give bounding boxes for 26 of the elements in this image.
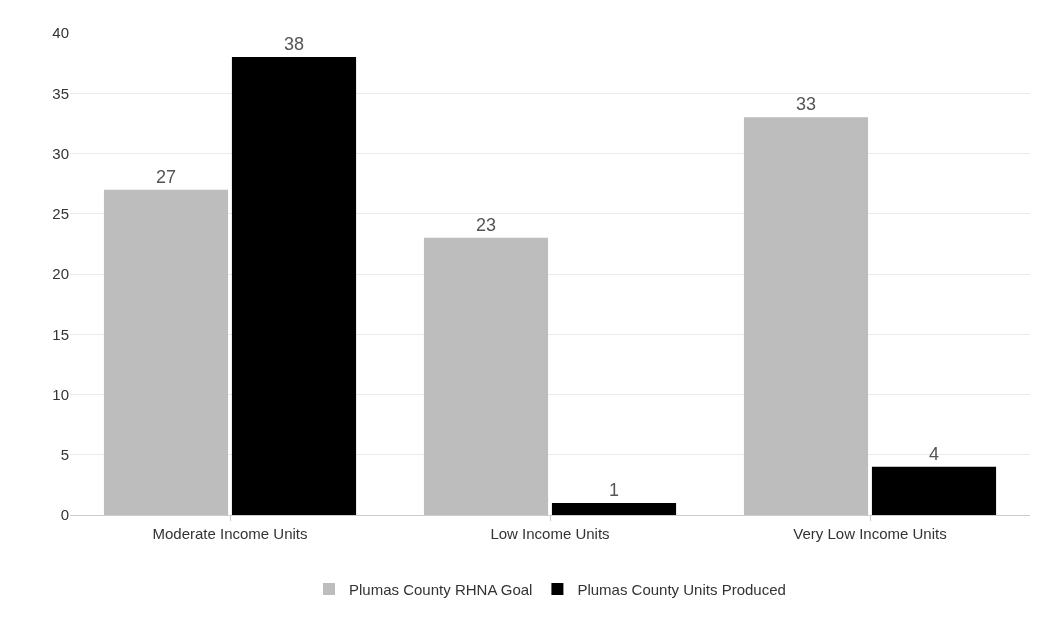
data-label: 4: [928, 443, 940, 464]
y-tick-label: 40: [52, 24, 69, 42]
bar: [871, 466, 997, 515]
legend-label: Plumas County RHNA Goal: [349, 580, 533, 598]
y-tick-label: 15: [52, 325, 69, 343]
data-label: 38: [283, 34, 305, 55]
bar: [423, 237, 549, 515]
y-tick-label: 5: [60, 446, 69, 463]
x-tick-label: Moderate Income Units: [152, 525, 308, 542]
data-label: 33: [795, 94, 817, 115]
y-tick-label: 20: [52, 265, 69, 283]
data-label: 1: [608, 479, 620, 500]
legend-label: Plumas County Units Produced: [577, 580, 786, 598]
bar: [743, 117, 869, 515]
y-tick-label: 25: [52, 205, 69, 222]
x-tick-label: Low Income Units: [490, 525, 610, 542]
y-tick-label: 30: [52, 144, 69, 162]
bar: [103, 189, 229, 515]
y-tick-label: 0: [60, 506, 69, 524]
bar: [231, 57, 357, 515]
bar: [551, 502, 677, 515]
data-label: 27: [155, 166, 177, 187]
y-tick-label: 35: [52, 84, 69, 102]
data-label: 23: [475, 214, 497, 235]
x-tick-label: Very Low Income Units: [793, 525, 947, 542]
y-tick-label: 10: [52, 385, 69, 403]
